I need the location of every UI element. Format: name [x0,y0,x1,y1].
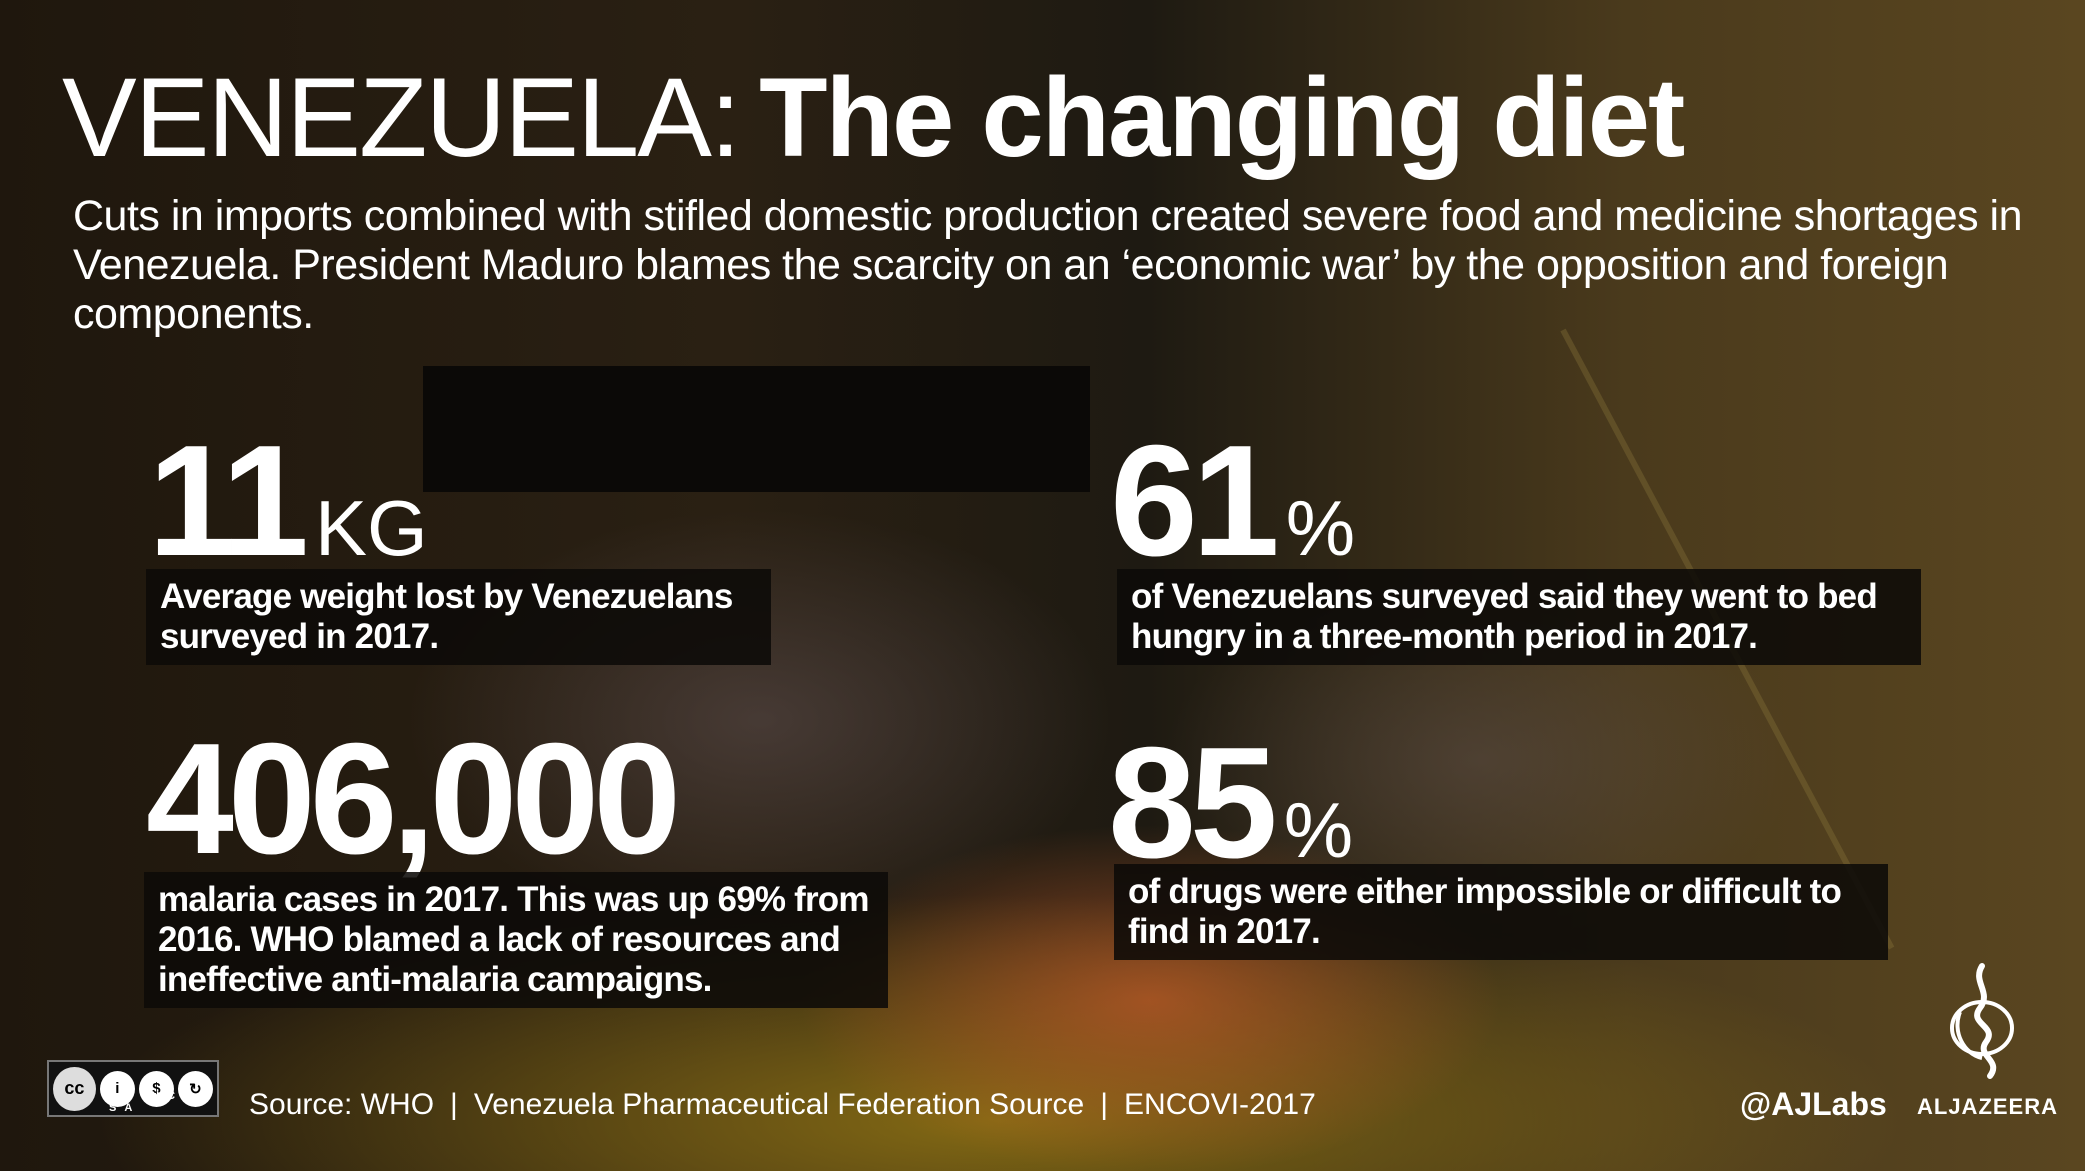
stat-malaria-caption: malaria cases in 2017. This was up 69% f… [144,872,888,1008]
title-topic: The changing diet [759,55,1685,180]
stat-number: 406,000 [146,711,681,887]
stat-drugs-caption: of drugs were either impossible or diffi… [1114,864,1888,960]
page-title: VENEZUELA: The changing diet [62,62,1685,174]
stat-hungry-value: 61% [1110,422,1355,580]
redaction-block [423,366,1090,492]
subtitle: Cuts in imports combined with stifled do… [73,192,2023,338]
sources: Source: WHO | Venezuela Pharmaceutical Fed… [249,1088,1316,1122]
stat-weight-value: 11 KG [148,422,428,580]
stat-unit: % [1283,786,1354,874]
brand-wordmark: ALJAZEERA [1917,1094,2059,1119]
sa-icon: ↻ [177,1070,213,1107]
nc-icon: $ [138,1070,174,1107]
source-encovi: ENCOVI-2017 [1124,1088,1316,1121]
title-country: VENEZUELA: [62,55,741,180]
separator: | [450,1088,458,1121]
source-who: Source: WHO [249,1088,435,1121]
aljazeera-logo-icon [1950,963,2014,1079]
cc-icon: cc [53,1066,96,1111]
stat-drugs-value: 85% [1108,724,1353,882]
stat-hungry-caption: of Venezuelans surveyed said they went t… [1117,569,1921,665]
stat-weight-caption: Average weight lost by Venezuelans surve… [146,569,771,665]
twitter-handle: @AJLabs [1740,1086,1887,1122]
license-labels: BY NC SA [109,1090,184,1114]
by-icon: i [99,1070,135,1107]
source-pharma: Venezuela Pharmaceutical Federation Sour… [473,1088,1085,1121]
stat-malaria-value: 406,000 [146,720,681,878]
separator: | [1100,1088,1109,1121]
stat-number: 61 [1110,413,1280,589]
stat-unit: % [1285,484,1356,572]
creative-commons-badge: cc i $ ↻ BY NC SA [47,1060,219,1117]
stat-number: 85 [1108,715,1278,891]
stat-number: 11 [148,413,309,589]
stat-unit: KG [315,484,428,572]
